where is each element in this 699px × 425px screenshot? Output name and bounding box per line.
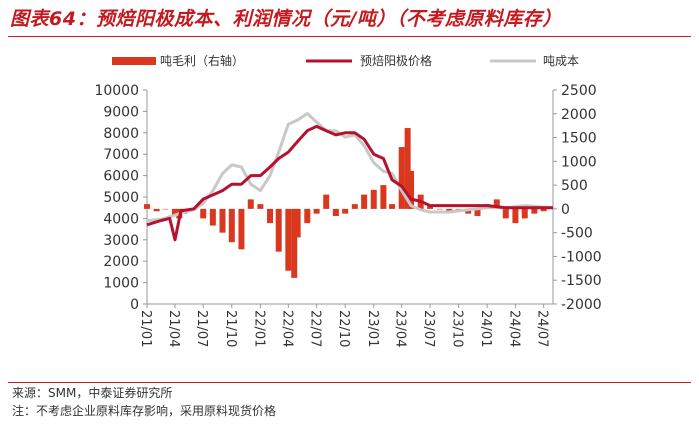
profit-bar <box>291 208 298 278</box>
profit-bar <box>153 208 160 212</box>
x-tick-label: 21/04 <box>166 310 181 347</box>
footer-divider <box>8 382 691 383</box>
right-tick-label: -1000 <box>561 249 602 265</box>
profit-bar <box>361 194 368 209</box>
profit-bar <box>389 204 396 209</box>
x-tick-label: 21/07 <box>194 310 209 347</box>
profit-bar <box>404 128 411 209</box>
left-tick-label: 8000 <box>103 126 139 142</box>
x-tick-label: 22/07 <box>308 310 323 347</box>
profit-bar <box>219 208 226 233</box>
profit-bar <box>304 208 311 224</box>
x-tick-label: 22/10 <box>336 310 351 347</box>
chart: 吨毛利（右轴） 预焙阳极价格 吨成本 010002000300040005000… <box>94 53 601 347</box>
right-tick-label: -500 <box>561 226 593 242</box>
profit-bar <box>531 208 538 214</box>
price-line <box>146 124 553 242</box>
profit-bar <box>436 208 443 210</box>
profit-bar <box>521 208 528 219</box>
profit-bar <box>493 199 500 209</box>
profit-bar <box>200 208 207 219</box>
left-tick-label: 5000 <box>103 190 139 206</box>
profit-bar <box>398 147 405 209</box>
footnote: 注：不考虑企业原料库存影响，采用原料现货价格 <box>12 404 277 418</box>
left-tick-label: 3000 <box>103 233 139 249</box>
profit-bar <box>275 208 282 252</box>
left-tick-label: 7000 <box>103 147 139 163</box>
profit-bar <box>380 185 387 209</box>
x-tick-label: 22/01 <box>251 310 266 347</box>
profit-bar <box>446 208 453 212</box>
legend-profit-label: 吨毛利（右轴） <box>160 53 244 68</box>
profit-bar <box>238 208 245 250</box>
left-tick-label: 6000 <box>103 169 139 185</box>
x-tick-label: 24/04 <box>506 310 521 347</box>
profit-bar <box>313 208 320 214</box>
right-tick-label: -1500 <box>561 273 602 289</box>
left-tick-label: 4000 <box>103 211 139 227</box>
left-tick-label: 9000 <box>103 104 139 120</box>
right-tick-label: 0 <box>561 202 570 218</box>
profit-bar <box>455 208 462 210</box>
legend: 吨毛利（右轴） 预焙阳极价格 吨成本 <box>112 53 579 68</box>
profit-bar <box>162 208 169 210</box>
profit-bar <box>408 170 415 209</box>
x-tick-label: 24/07 <box>535 310 550 347</box>
profit-bar <box>209 208 216 226</box>
figure-title: 图表64：预焙阳极成本、利润情况（元/吨）（不考虑原料库存） <box>10 8 562 30</box>
right-tick-label: 2000 <box>561 107 597 123</box>
profit-bar <box>228 208 235 243</box>
right-tick-label: 1500 <box>561 131 597 147</box>
right-tick-label: -2000 <box>561 297 602 313</box>
x-tick-label: 23/10 <box>450 310 465 347</box>
x-tick-label: 23/04 <box>393 310 408 347</box>
legend-profit-swatch <box>112 57 156 65</box>
profit-bar <box>426 206 433 209</box>
right-tick-label: 2500 <box>561 83 597 99</box>
cost-line <box>146 112 554 222</box>
title-divider <box>8 36 691 37</box>
x-tick-label: 21/10 <box>223 310 238 347</box>
profit-bar <box>502 208 509 219</box>
x-tick-label: 23/07 <box>421 310 436 347</box>
plot-area: 0100020003000400050006000700080009000100… <box>94 83 601 347</box>
left-tick-label: 1000 <box>103 276 139 292</box>
profit-bar <box>267 208 274 224</box>
profit-bar <box>285 208 292 271</box>
profit-bar <box>294 208 301 238</box>
profit-bar <box>323 194 330 209</box>
profit-bar <box>540 208 547 212</box>
profit-bar <box>144 204 150 209</box>
legend-cost-label: 吨成本 <box>543 54 579 68</box>
left-tick-label: 0 <box>130 297 139 313</box>
profit-bar <box>351 204 358 209</box>
profit-bar <box>332 208 339 217</box>
right-tick-label: 1000 <box>561 154 597 170</box>
x-tick-label: 21/01 <box>138 310 153 347</box>
profit-bar <box>247 199 254 209</box>
profit-bar <box>370 189 377 209</box>
profit-bar <box>512 208 519 224</box>
left-tick-label: 10000 <box>94 83 139 99</box>
right-tick-label: 500 <box>561 178 588 194</box>
left-tick-label: 2000 <box>103 254 139 270</box>
x-tick-label: 24/01 <box>478 310 493 347</box>
profit-bar <box>257 204 264 209</box>
legend-price-label: 预焙阳极价格 <box>360 53 432 68</box>
source-note: 来源：SMM，中泰证券研究所 <box>12 386 173 400</box>
x-tick-label: 23/01 <box>365 310 380 347</box>
profit-bar <box>474 208 481 217</box>
x-tick-label: 22/04 <box>279 310 294 347</box>
profit-bar <box>171 208 178 217</box>
profit-bar <box>342 208 349 214</box>
